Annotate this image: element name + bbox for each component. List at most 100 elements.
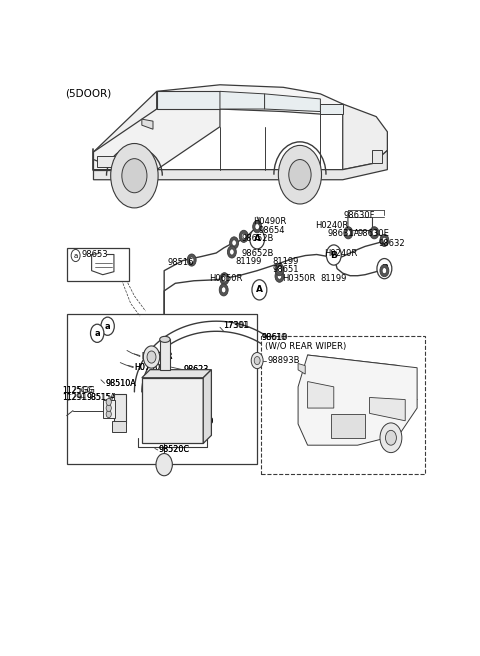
Circle shape [229, 249, 234, 255]
Text: 11291: 11291 [62, 394, 86, 402]
Polygon shape [264, 94, 321, 112]
Text: 98510A: 98510A [106, 379, 136, 388]
Circle shape [91, 324, 104, 342]
Circle shape [106, 411, 111, 418]
Circle shape [144, 346, 160, 368]
Text: (5DOOR): (5DOOR) [66, 89, 112, 99]
Text: H1350R: H1350R [141, 352, 173, 361]
Circle shape [380, 264, 389, 277]
Text: 98620: 98620 [188, 417, 214, 426]
Text: 98653: 98653 [82, 250, 108, 259]
Polygon shape [94, 109, 220, 170]
Bar [261, 337, 424, 474]
Circle shape [382, 237, 386, 243]
Circle shape [147, 351, 156, 363]
Text: H1350R: H1350R [141, 352, 173, 361]
Circle shape [326, 245, 341, 265]
Text: 81199: 81199 [273, 257, 299, 266]
Bar [372, 150, 382, 163]
Bar [114, 394, 126, 423]
Polygon shape [94, 91, 156, 170]
Circle shape [220, 273, 229, 285]
Bar [142, 378, 203, 443]
Circle shape [252, 279, 267, 300]
Text: 98623: 98623 [183, 365, 209, 374]
Circle shape [111, 144, 158, 208]
Polygon shape [321, 104, 343, 114]
Text: 98893B: 98893B [267, 356, 300, 365]
Text: H0650R: H0650R [209, 274, 242, 283]
Text: 81199: 81199 [321, 274, 347, 283]
Bar [103, 400, 115, 418]
Text: H0240R: H0240R [315, 220, 348, 230]
Text: 98620: 98620 [188, 417, 214, 426]
Circle shape [251, 352, 263, 369]
Circle shape [377, 258, 392, 279]
Text: 98652B: 98652B [241, 234, 274, 243]
Text: 98610: 98610 [262, 333, 287, 342]
Circle shape [101, 317, 114, 335]
Text: H0350R: H0350R [282, 274, 315, 283]
Circle shape [275, 270, 284, 282]
Text: A: A [256, 285, 263, 295]
Polygon shape [343, 104, 387, 170]
Circle shape [254, 357, 260, 365]
Text: 98516: 98516 [168, 258, 194, 267]
Text: a: a [105, 321, 110, 331]
Polygon shape [220, 91, 264, 109]
Circle shape [380, 234, 389, 247]
Bar [331, 415, 365, 438]
Text: 98651: 98651 [273, 265, 300, 274]
Circle shape [190, 257, 194, 263]
Bar [160, 339, 170, 370]
Circle shape [187, 254, 196, 266]
Text: 98654: 98654 [259, 226, 285, 235]
Text: 17301: 17301 [223, 321, 248, 330]
Text: B: B [381, 264, 388, 273]
Circle shape [255, 224, 259, 230]
Circle shape [250, 229, 264, 249]
Circle shape [229, 237, 239, 249]
Circle shape [385, 430, 396, 445]
Text: 98632: 98632 [378, 239, 405, 248]
Text: 81199: 81199 [236, 257, 262, 266]
Circle shape [221, 287, 226, 293]
Polygon shape [156, 85, 343, 114]
Circle shape [380, 423, 402, 453]
Circle shape [370, 227, 379, 239]
Text: 98520C: 98520C [158, 445, 190, 455]
Text: A: A [253, 234, 261, 243]
Polygon shape [370, 398, 405, 420]
Text: 98610: 98610 [262, 333, 288, 342]
Text: 98630F: 98630F [344, 211, 375, 220]
Polygon shape [298, 363, 305, 374]
Circle shape [289, 159, 311, 190]
Polygon shape [308, 382, 334, 408]
Text: H0790R: H0790R [134, 363, 166, 372]
Text: 1125GG: 1125GG [62, 386, 95, 396]
Text: H0490R: H0490R [253, 216, 287, 226]
Text: 98631A: 98631A [327, 230, 360, 238]
Text: 98515A: 98515A [87, 394, 118, 402]
Bar [67, 249, 129, 281]
Circle shape [106, 405, 111, 411]
Polygon shape [142, 370, 211, 378]
Bar [67, 314, 257, 464]
Text: 98630E: 98630E [358, 230, 389, 238]
Circle shape [278, 146, 322, 204]
Circle shape [252, 220, 262, 233]
Text: a: a [95, 329, 100, 338]
Circle shape [277, 266, 282, 273]
Text: 98652B: 98652B [241, 249, 274, 258]
Polygon shape [142, 119, 153, 129]
Text: B: B [330, 251, 337, 260]
Polygon shape [298, 355, 417, 445]
Circle shape [275, 264, 284, 276]
Circle shape [106, 398, 111, 405]
Text: 98515A: 98515A [87, 394, 116, 402]
Bar [97, 156, 118, 167]
Circle shape [71, 249, 80, 262]
Bar [112, 421, 126, 432]
Text: 98622: 98622 [160, 434, 185, 443]
Circle shape [228, 246, 236, 258]
